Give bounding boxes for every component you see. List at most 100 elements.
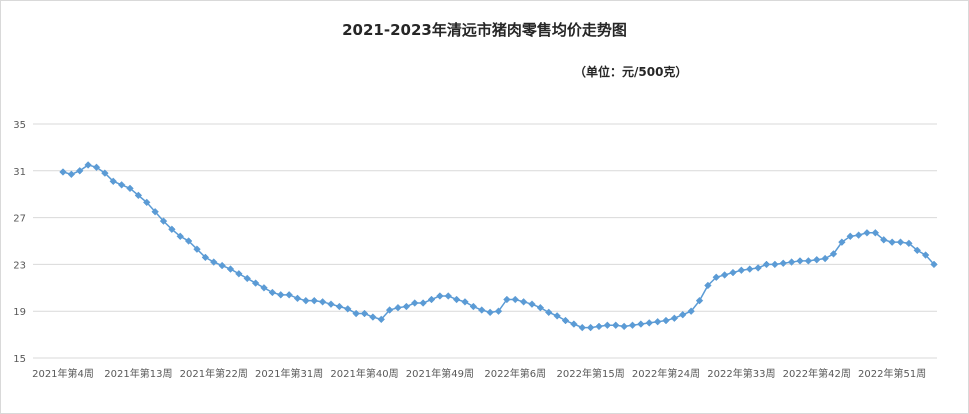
data-point xyxy=(268,288,277,297)
data-point xyxy=(838,238,846,246)
data-point xyxy=(653,317,662,326)
data-point xyxy=(67,170,76,179)
x-tick-label: 2022年第15周 xyxy=(557,367,625,380)
data-point xyxy=(544,308,553,317)
data-point xyxy=(134,191,143,200)
y-tick-label: 35 xyxy=(13,120,26,131)
data-point xyxy=(427,295,436,304)
data-point xyxy=(394,303,402,312)
series-line xyxy=(62,164,935,329)
data-point xyxy=(888,238,896,246)
data-point xyxy=(796,257,804,265)
data-point xyxy=(754,264,762,272)
data-point xyxy=(235,270,243,278)
data-point xyxy=(385,306,394,314)
data-point xyxy=(645,319,654,327)
data-point xyxy=(829,250,838,258)
data-point xyxy=(176,232,185,241)
x-tick-label: 2022年第24周 xyxy=(632,367,700,380)
data-point xyxy=(561,316,570,325)
data-point xyxy=(620,322,628,331)
x-tick-label: 2021年第49周 xyxy=(406,367,474,380)
data-point xyxy=(285,291,293,299)
y-tick-label: 31 xyxy=(13,167,26,178)
data-point xyxy=(578,323,587,332)
data-point xyxy=(243,274,252,283)
data-point xyxy=(126,184,134,193)
data-point xyxy=(913,246,922,255)
data-point xyxy=(712,273,721,282)
data-point xyxy=(745,265,754,273)
data-point xyxy=(662,316,670,325)
x-tick-label: 2021年第13周 xyxy=(104,367,172,380)
data-point xyxy=(812,255,821,264)
data-point xyxy=(159,217,168,225)
data-point xyxy=(477,306,486,314)
y-tick-label: 23 xyxy=(13,260,26,271)
data-point xyxy=(553,312,561,320)
data-point xyxy=(310,296,319,305)
data-point xyxy=(293,294,302,303)
data-point xyxy=(628,321,637,329)
data-point xyxy=(318,298,327,306)
data-point xyxy=(84,161,92,169)
data-point xyxy=(804,257,813,265)
data-point xyxy=(570,320,578,328)
x-tick-label: 2021年第40周 xyxy=(330,367,398,380)
data-point xyxy=(260,284,268,292)
data-point xyxy=(879,236,888,244)
data-point xyxy=(142,198,151,207)
data-point xyxy=(335,302,344,311)
data-point xyxy=(737,266,746,275)
y-tick-label: 15 xyxy=(13,354,26,365)
data-point xyxy=(218,261,226,270)
y-tick-label: 19 xyxy=(13,307,26,318)
data-point xyxy=(461,298,469,306)
data-point xyxy=(251,279,260,287)
data-point xyxy=(503,295,511,304)
chart-title: 2021-2023年清远市猪肉零售均价走势图 xyxy=(342,21,627,39)
data-point xyxy=(603,321,612,329)
data-point xyxy=(921,251,930,259)
y-tick-label: 27 xyxy=(13,214,26,225)
data-point xyxy=(704,281,712,290)
data-point xyxy=(360,309,369,318)
data-point xyxy=(193,245,201,253)
x-tick-label: 2021年第31周 xyxy=(255,367,323,380)
data-point xyxy=(117,181,126,189)
data-point xyxy=(687,307,695,315)
x-tick-label: 2022年第51周 xyxy=(858,367,926,380)
data-point xyxy=(729,268,737,277)
data-point xyxy=(343,305,352,313)
data-point xyxy=(494,307,503,315)
data-point xyxy=(670,314,679,322)
data-point xyxy=(854,231,863,239)
data-point xyxy=(871,229,880,237)
data-point xyxy=(720,271,729,279)
data-point xyxy=(787,258,796,266)
data-point xyxy=(419,299,427,307)
data-point xyxy=(75,167,84,175)
data-point xyxy=(444,292,453,300)
data-point xyxy=(92,163,101,172)
x-tick-label: 2021年第4周 xyxy=(32,367,94,380)
x-tick-label: 2022年第42周 xyxy=(783,367,851,380)
data-point xyxy=(101,169,109,177)
data-point xyxy=(377,315,386,324)
data-point xyxy=(369,313,377,321)
data-point xyxy=(469,302,478,311)
data-point xyxy=(511,295,520,304)
data-point xyxy=(59,168,67,176)
data-point xyxy=(410,299,419,307)
data-point xyxy=(905,239,913,248)
data-point xyxy=(595,322,603,331)
data-point xyxy=(519,298,528,306)
data-point xyxy=(779,259,788,267)
data-point xyxy=(168,225,176,234)
data-point xyxy=(586,323,595,332)
data-point xyxy=(896,238,905,246)
data-point xyxy=(184,237,193,245)
data-point xyxy=(151,207,159,216)
